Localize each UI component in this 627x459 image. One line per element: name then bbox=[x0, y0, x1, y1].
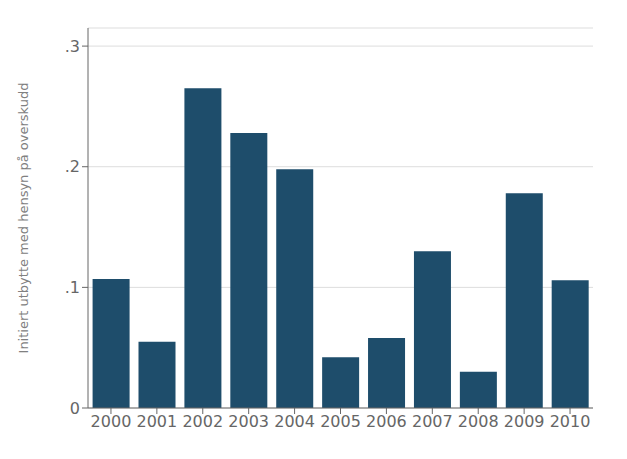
svg-text:0: 0 bbox=[70, 399, 80, 418]
svg-text:2002: 2002 bbox=[182, 412, 223, 431]
svg-text:2000: 2000 bbox=[91, 412, 132, 431]
svg-text:.1: .1 bbox=[65, 278, 80, 297]
svg-text:2007: 2007 bbox=[412, 412, 453, 431]
svg-text:2010: 2010 bbox=[550, 412, 591, 431]
svg-text:2001: 2001 bbox=[137, 412, 178, 431]
svg-text:.3: .3 bbox=[65, 37, 80, 56]
svg-text:2006: 2006 bbox=[366, 412, 407, 431]
svg-text:2009: 2009 bbox=[504, 412, 545, 431]
svg-text:2008: 2008 bbox=[458, 412, 499, 431]
svg-text:2005: 2005 bbox=[320, 412, 361, 431]
svg-text:2004: 2004 bbox=[274, 412, 315, 431]
svg-text:2003: 2003 bbox=[228, 412, 269, 431]
svg-text:Initiert utbytte med hensyn på: Initiert utbytte med hensyn på overskudd bbox=[16, 83, 31, 354]
svg-text:.2: .2 bbox=[65, 157, 80, 176]
